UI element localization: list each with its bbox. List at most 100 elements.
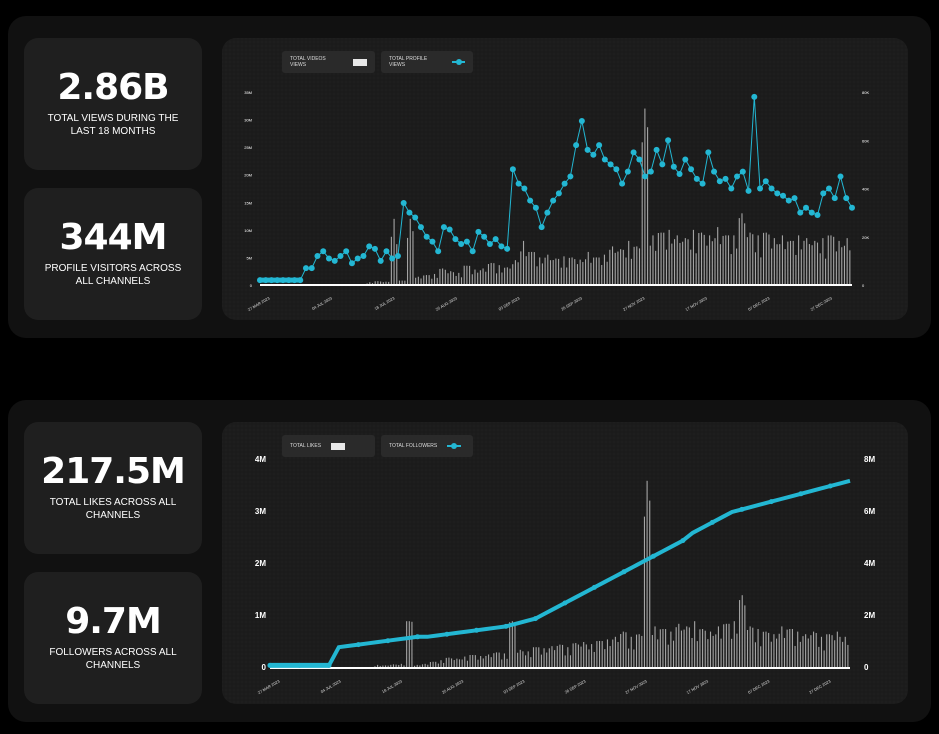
bar: [776, 638, 778, 668]
bar: [574, 259, 576, 285]
x-tick: 18 JUL 2023: [373, 295, 396, 311]
bar: [585, 259, 587, 285]
line-point: [621, 569, 627, 575]
bar: [644, 108, 646, 286]
bar: [403, 665, 405, 668]
bar: [437, 663, 439, 668]
line-swatch-icon: [451, 59, 465, 65]
y-tick-left: 4M: [255, 455, 266, 464]
y-tick-left: 35M: [244, 90, 252, 95]
bar: [591, 644, 593, 668]
stat-label: TOTAL LIKES ACROSS ALL CHANNELS: [49, 497, 177, 521]
bar: [543, 648, 545, 668]
bar: [451, 658, 453, 668]
bar: [622, 249, 624, 285]
line-point: [504, 245, 511, 252]
bar: [471, 274, 473, 285]
legend-total-followers[interactable]: TOTAL FOLLOWERS: [381, 435, 473, 457]
bar: [617, 251, 619, 285]
bar: [776, 244, 778, 285]
line-point: [613, 166, 620, 173]
bar: [671, 243, 673, 285]
bar: [816, 242, 819, 285]
line-point: [562, 600, 568, 606]
bar: [453, 660, 455, 668]
stat-card-followers: 9.7M FOLLOWERS ACROSS ALL CHANNELS: [24, 572, 202, 704]
legend-total-videos-views[interactable]: TOTAL VIDEOS VIEWS: [282, 51, 375, 73]
line-point: [584, 146, 591, 153]
bar: [779, 244, 781, 285]
bar: [539, 257, 541, 285]
bar: [487, 264, 490, 285]
bar: [606, 639, 609, 668]
legend-total-likes[interactable]: TOTAL LIKES: [282, 435, 375, 457]
y-tick-left: 0: [262, 663, 267, 672]
line-point: [429, 238, 436, 245]
bar: [421, 664, 424, 668]
bar: [660, 232, 662, 285]
bar: [417, 276, 419, 285]
bar: [425, 275, 427, 285]
bar: [395, 664, 397, 668]
line-point: [302, 265, 309, 272]
bar: [638, 248, 641, 285]
bar: [736, 248, 738, 285]
x-tick: 26 SEP 2023: [560, 295, 584, 311]
bar: [765, 631, 767, 668]
line-point: [423, 233, 430, 240]
bar: [520, 251, 522, 285]
line-point: [680, 538, 686, 544]
y-tick-left: 5M: [246, 255, 252, 260]
line-point: [325, 255, 332, 262]
line-point: [688, 166, 695, 173]
line-point: [521, 185, 528, 192]
line-point: [343, 248, 350, 255]
line-point: [601, 156, 608, 163]
bar: [781, 626, 783, 668]
line-point: [360, 253, 367, 260]
bar: [691, 638, 693, 668]
bar: [404, 280, 406, 285]
bar: [406, 621, 408, 668]
x-tick: 17 NOV 2023: [684, 295, 708, 312]
y-tick-left: 30M: [244, 118, 252, 123]
bar: [649, 245, 651, 285]
bar: [444, 269, 446, 285]
bar: [431, 278, 433, 285]
bar: [427, 664, 429, 668]
line-point: [371, 245, 378, 252]
bar: [813, 631, 815, 668]
bar: [411, 621, 413, 668]
bar: [703, 234, 705, 285]
bar: [760, 257, 762, 285]
bar: [625, 632, 627, 668]
bar: [825, 258, 827, 285]
line-point: [780, 192, 787, 199]
bar: [831, 635, 833, 668]
line-point: [722, 175, 729, 182]
bar: [482, 658, 484, 668]
legend-total-profile-views[interactable]: TOTAL PROFILE VIEWS: [381, 51, 473, 73]
line-point: [808, 209, 815, 216]
bar: [839, 636, 841, 668]
bar: [730, 254, 732, 285]
bar: [532, 647, 535, 668]
bar: [549, 260, 552, 285]
bar: [794, 645, 796, 668]
bar: [501, 659, 503, 668]
bar: [535, 647, 537, 668]
bar: [720, 638, 722, 668]
bar: [583, 642, 585, 668]
bar: [659, 629, 661, 668]
line-point: [607, 161, 614, 168]
bar: [636, 246, 638, 285]
bar: [770, 641, 772, 668]
bar: [527, 651, 529, 668]
bar: [792, 240, 794, 285]
line-point: [693, 175, 700, 182]
line-point: [503, 623, 509, 629]
bar: [683, 629, 685, 668]
bar: [655, 250, 657, 285]
bar: [511, 621, 513, 668]
line-point: [469, 248, 476, 255]
